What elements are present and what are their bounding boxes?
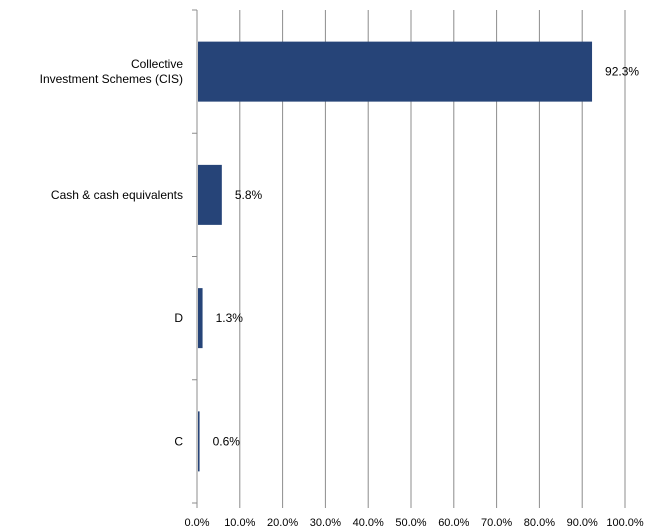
data-label: 92.3% (605, 65, 639, 79)
x-tick-label: 30.0% (310, 517, 341, 529)
x-tick-label: 70.0% (481, 517, 512, 529)
x-tick-label: 100.0% (606, 517, 644, 529)
data-label: 5.8% (235, 188, 263, 202)
x-tick-label: 50.0% (395, 517, 426, 529)
x-tick-label: 60.0% (438, 517, 469, 529)
x-tick-label: 40.0% (353, 517, 384, 529)
x-tick-label: 0.0% (184, 517, 209, 529)
data-label: 0.6% (213, 434, 241, 448)
x-tick-label: 80.0% (524, 517, 555, 529)
x-tick-labels: 0.0% 10.0% 20.0% 30.0% 40.0% 50.0% 60.0% 70.0% 8… (184, 517, 643, 529)
category-label: Cash & cash equivalents (51, 188, 183, 202)
axes (192, 9, 626, 508)
category-label: Collective (131, 57, 183, 71)
bar (198, 288, 203, 349)
bar (198, 164, 222, 225)
category-label: D (174, 311, 183, 325)
category-label: C (174, 434, 183, 448)
category-label: Investment Schemes (CIS) (40, 72, 183, 86)
data-labels: 92.3% 5.8% 1.3% 0.6% (213, 65, 640, 449)
bars (198, 41, 593, 472)
bar (198, 411, 200, 472)
x-tick-label: 10.0% (224, 517, 255, 529)
bar (198, 41, 593, 102)
x-tick-label: 90.0% (567, 517, 598, 529)
x-tick-label: 20.0% (267, 517, 298, 529)
data-label: 1.3% (216, 311, 244, 325)
